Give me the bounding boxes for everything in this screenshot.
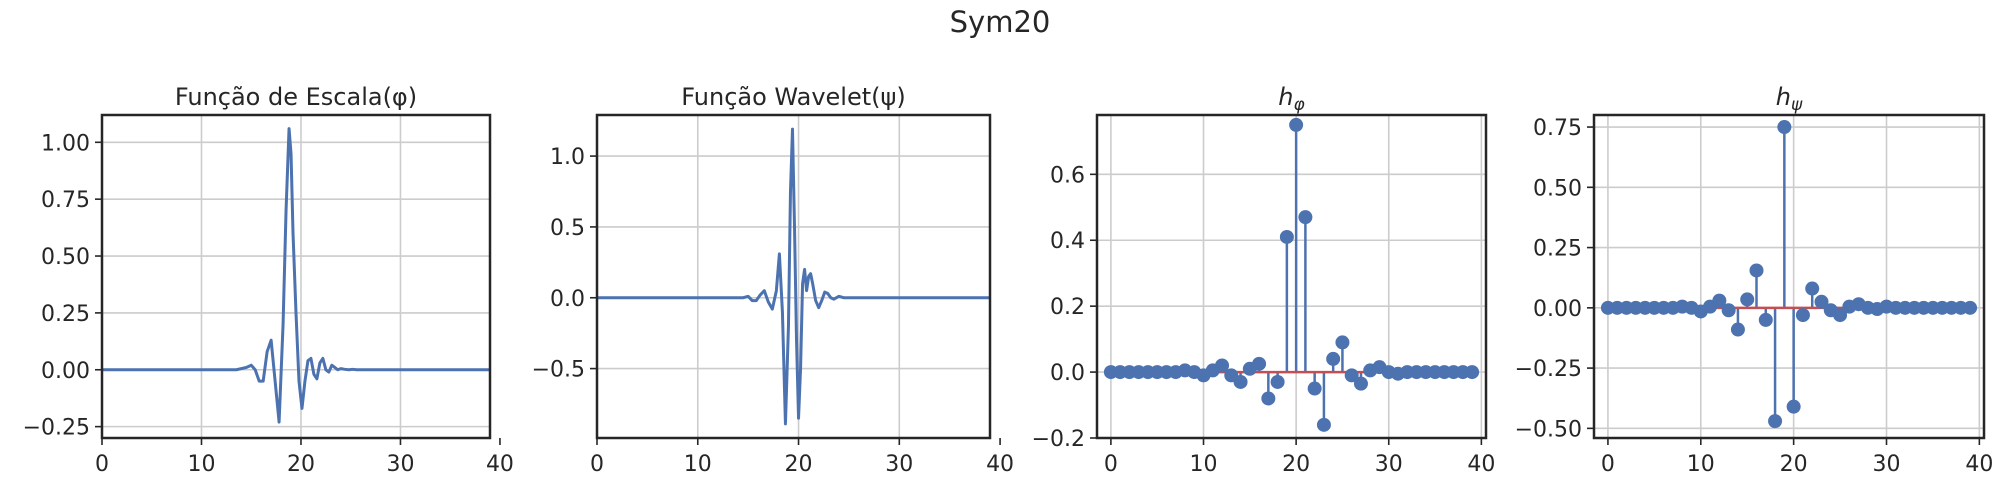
x-tick-label: 40: [486, 452, 514, 477]
x-tick-label: 20: [785, 452, 813, 477]
x-tick-label: 40: [986, 452, 1014, 477]
x-tick-label: 0: [1104, 452, 1118, 477]
panel-wavelet-function: Função Wavelet(ψ) 0 10 20 30 40 −0.5 0.0 0.5 1.0: [532, 83, 1014, 477]
x-tick-label: 10: [1687, 452, 1715, 477]
stem-marker: [1712, 293, 1727, 308]
y-tick-label: −0.25: [23, 416, 90, 441]
panel-h-phi: hφ 0 10 20 30 40 −0.2 0.0 0.2 0.4 0.6: [1032, 83, 1496, 477]
axes-frame: [1592, 113, 1986, 440]
y-tick-label: −0.2: [1032, 427, 1085, 452]
axes-frame: [100, 113, 492, 440]
y-tick-label: 0.75: [41, 188, 90, 213]
stem-marker: [1316, 417, 1331, 432]
stem-marker: [1721, 303, 1736, 318]
x-tick-label: 40: [1467, 452, 1495, 477]
stem-marker: [1307, 381, 1322, 396]
x-tick-label: 30: [885, 452, 913, 477]
x-tick-label: 20: [1780, 452, 1808, 477]
stem-marker: [1749, 263, 1764, 278]
stem-marker: [1353, 376, 1368, 391]
y-tick-label: 0.2: [1050, 295, 1085, 320]
stem-marker: [1326, 351, 1341, 366]
stem-marker: [1270, 374, 1285, 389]
y-tick-label: −0.5: [532, 358, 585, 383]
y-tick-label: 0.75: [1533, 116, 1582, 141]
stem-marker: [1344, 368, 1359, 383]
y-tick-label: 0.6: [1050, 163, 1085, 188]
axes-frame: [595, 113, 992, 440]
x-tick-label: 30: [1873, 452, 1901, 477]
x-tick-label: 20: [1282, 452, 1310, 477]
stem-marker: [1786, 399, 1801, 414]
figure-title: Sym20: [950, 5, 1051, 39]
stem-marker: [1963, 300, 1978, 315]
title-subscript: φ: [1294, 95, 1306, 115]
stem-marker: [1833, 308, 1848, 323]
x-tick-label: 10: [1190, 452, 1218, 477]
x-tick-label: 10: [684, 452, 712, 477]
y-tick-label: 0.50: [1533, 176, 1582, 201]
title-main: h: [1776, 83, 1791, 111]
stem-marker: [1758, 312, 1773, 327]
x-tick-label: 30: [386, 452, 414, 477]
stem-marker: [1261, 391, 1276, 406]
panel-title: Função Wavelet(ψ): [681, 83, 905, 111]
y-tick-label: 0.0: [550, 287, 585, 312]
y-tick-label: 0.00: [1533, 297, 1582, 322]
x-tick-label: 30: [1375, 452, 1403, 477]
y-tick-label: 0.50: [41, 245, 90, 270]
stem-marker: [1814, 294, 1829, 309]
panel-title: hφ: [1278, 83, 1305, 115]
stem-marker: [1777, 120, 1792, 135]
y-tick-label: 1.0: [550, 145, 585, 170]
x-tick-label: 20: [287, 452, 315, 477]
stem-marker: [1233, 374, 1248, 389]
x-tick-label: 0: [95, 452, 109, 477]
x-tick-label: 40: [1965, 452, 1993, 477]
stem-marker: [1289, 117, 1304, 132]
series-line: [597, 127, 990, 426]
x-tick-label: 0: [590, 452, 604, 477]
axes-frame: [1095, 113, 1488, 440]
y-tick-label: 0.25: [41, 302, 90, 327]
y-tick-label: 0.4: [1050, 229, 1085, 254]
y-tick-label: −0.50: [1515, 417, 1582, 442]
title-subscript: ψ: [1791, 95, 1803, 115]
y-tick-label: 0.00: [41, 359, 90, 384]
stem-marker: [1279, 229, 1294, 244]
y-tick-label: −0.25: [1515, 357, 1582, 382]
stem-marker: [1215, 358, 1230, 373]
stem-marker: [1335, 335, 1350, 350]
stem-marker: [1768, 414, 1783, 429]
title-main: h: [1278, 83, 1293, 111]
y-tick-label: 0.25: [1533, 237, 1582, 262]
y-tick-label: 0.0: [1050, 361, 1085, 386]
stem-marker: [1740, 292, 1755, 307]
panel-title: hψ: [1776, 83, 1803, 115]
stem-marker: [1805, 281, 1820, 296]
y-tick-label: 0.5: [550, 216, 585, 241]
stem-marker: [1730, 322, 1745, 337]
stem-marker: [1298, 210, 1313, 225]
stem-marker: [1465, 365, 1480, 380]
panel-h-psi: hψ 0 10 20 30 40 −0.50 −0.25 0.00 0.25 0.50 0.75: [1515, 83, 1994, 477]
series-line: [102, 127, 490, 424]
stem-marker: [1252, 356, 1267, 371]
x-tick-label: 10: [187, 452, 215, 477]
stem-marker: [1795, 308, 1810, 323]
y-tick-label: 1.00: [41, 131, 90, 156]
panel-title: Função de Escala(φ): [175, 83, 417, 111]
panel-scaling-function: Função de Escala(φ) 0 10 20 30 40 −0.25 0.00 0.…: [23, 83, 514, 477]
x-tick-label: 0: [1601, 452, 1615, 477]
